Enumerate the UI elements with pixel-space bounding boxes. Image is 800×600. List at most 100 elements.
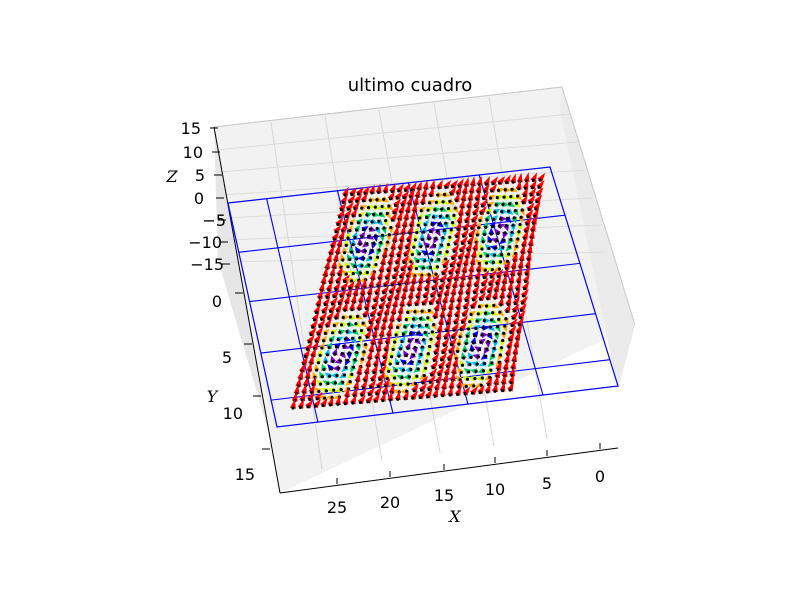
pane-gridline	[230, 251, 608, 263]
pane-edge-left	[213, 126, 281, 494]
arrow-tail	[475, 319, 479, 323]
arrow-tail	[481, 240, 485, 244]
arrow-tail	[373, 299, 377, 303]
arrow-tail	[332, 295, 336, 299]
arrow-tail	[488, 282, 492, 286]
quiver-arrows	[289, 172, 546, 410]
arrow-tail	[419, 352, 423, 356]
arrow-tail	[351, 365, 356, 369]
arrow-tail	[367, 263, 371, 267]
arrow-tail	[428, 301, 433, 305]
arrow-tail	[534, 207, 538, 211]
arrow-tail	[500, 389, 505, 393]
arrow-tail	[473, 334, 477, 338]
arrow-tail	[358, 213, 362, 218]
arrow-tail	[370, 313, 374, 317]
arrow-tail	[341, 315, 345, 320]
right-pane	[560, 87, 635, 390]
arrow-tail	[464, 384, 468, 389]
arrow-tail	[458, 335, 462, 339]
arrow-tail	[382, 197, 386, 201]
arrow-tail	[312, 318, 317, 322]
arrow-tail	[526, 215, 530, 219]
arrow-tail	[397, 318, 401, 322]
arrow-tail	[421, 381, 425, 385]
arrow-tail	[479, 383, 483, 387]
arrow-tail	[426, 280, 430, 284]
arrow-tail	[449, 343, 454, 347]
arrow-tail	[397, 189, 401, 193]
arrow-tail	[323, 396, 327, 400]
arrow-tail	[495, 239, 499, 243]
arrow-tail	[336, 222, 340, 226]
arrow-tail	[488, 196, 493, 200]
arrow-tail	[421, 302, 426, 306]
arrow-tail	[511, 223, 515, 227]
arrow-tail	[374, 262, 378, 267]
pane-gridline	[488, 96, 548, 440]
arrow-tail	[366, 299, 370, 303]
arrow-tail	[490, 361, 494, 365]
arrow-tail	[442, 228, 446, 233]
arrow-tail	[485, 218, 489, 222]
arrow-tail	[433, 279, 437, 284]
arrow-tail	[375, 392, 379, 396]
arrow-tail	[478, 390, 482, 395]
arrow-tail	[437, 372, 441, 376]
arrow-tail	[434, 236, 438, 240]
arrow-tail	[423, 330, 427, 335]
arrow-tail	[470, 391, 475, 395]
arrow-tail	[448, 199, 452, 203]
arrow-tail	[351, 401, 355, 405]
arrow-tail	[416, 223, 420, 227]
arrow-tail	[503, 231, 507, 235]
arrow-tail	[516, 237, 520, 241]
arrow-tail	[493, 210, 497, 214]
arrow-tail	[334, 345, 339, 349]
arrow-tail	[353, 235, 357, 240]
arrow-tail	[412, 353, 416, 357]
arrow-tail	[425, 215, 429, 220]
arrow-tail	[490, 311, 495, 315]
arrow-tail	[323, 303, 327, 307]
arrow-tail	[441, 272, 445, 276]
pane-gridline	[270, 121, 323, 470]
arrow-tail	[367, 328, 371, 332]
arrow-tail	[506, 302, 510, 306]
arrow-tail	[407, 339, 411, 343]
x-tick-label: 0	[595, 467, 605, 486]
arrow-tail	[455, 199, 459, 203]
arrow-tail	[446, 206, 451, 211]
arrow-tail	[426, 208, 430, 212]
arrow-tail	[404, 318, 408, 322]
arrow-tail	[438, 214, 442, 219]
arrow-tail	[428, 380, 432, 384]
arrow-tail	[343, 222, 347, 226]
arrow-tail	[499, 303, 503, 307]
arrow-tail	[487, 246, 491, 251]
arrow-tail	[416, 367, 420, 371]
arrow-tail	[504, 180, 508, 185]
z-tick-label: 10	[183, 143, 203, 162]
arrow-tail	[481, 283, 485, 287]
arrow-tail	[448, 350, 452, 354]
arrow-tail	[459, 249, 463, 253]
arrow-tail	[414, 302, 418, 307]
arrow-tail	[492, 217, 496, 222]
arrow-tail	[413, 346, 417, 350]
arrow-tail	[358, 400, 362, 405]
arrow-tail	[385, 211, 389, 215]
arrow-tail	[510, 187, 514, 191]
arrow-tail	[505, 309, 509, 314]
arrow-tail	[530, 186, 534, 190]
arrow-tail	[353, 358, 357, 362]
arrow-tail	[365, 213, 369, 217]
arrow-tail	[320, 375, 324, 379]
arrow-tail	[451, 256, 455, 261]
arrow-tail	[494, 332, 499, 336]
z-tick-label: −15	[190, 255, 224, 274]
arrow-tail	[337, 301, 342, 306]
arrow-tail	[460, 363, 465, 367]
arrow-tail	[400, 203, 405, 207]
arrow-tail	[473, 376, 477, 381]
